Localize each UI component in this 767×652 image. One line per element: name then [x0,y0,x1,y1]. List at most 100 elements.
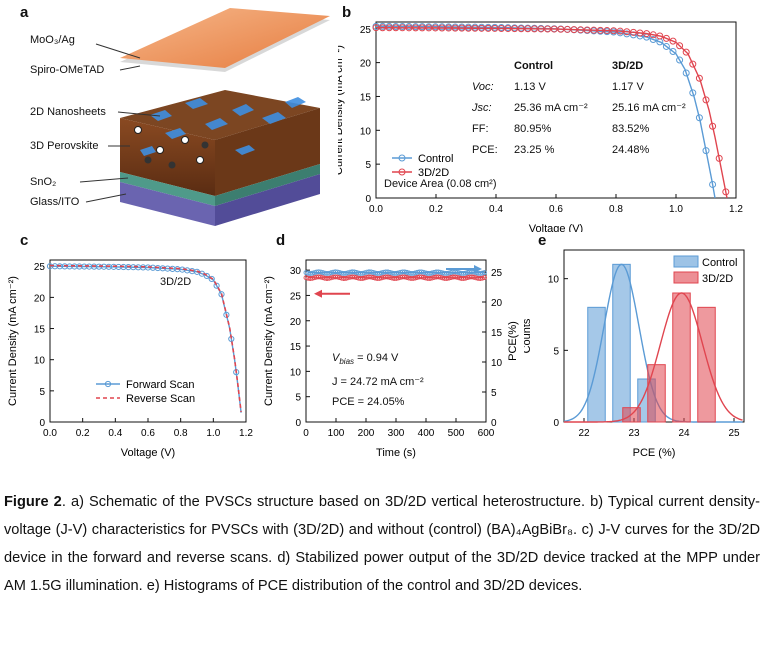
legend-label-1: 3D/2D [702,273,733,285]
y-tick-label: 5 [365,160,371,171]
data-point [351,269,357,275]
data-point [676,42,684,50]
data-point [491,24,499,32]
data-point [377,270,382,276]
data-point [530,25,538,33]
layer-label-nanosheets: 2D Nanosheets [30,106,106,118]
y-tick-label: 25 [360,25,372,36]
y2-tick-label: 20 [491,298,503,309]
data-point [583,26,591,34]
legend-label-0: Control [702,257,737,269]
data-point [689,60,697,68]
data-point [458,24,466,32]
d-vbias-symbol: V [332,352,340,364]
series-line-0 [375,25,716,199]
series-line-1 [375,27,728,199]
data-point [335,274,340,280]
y-tick-label: 10 [34,356,46,367]
data-point [454,269,460,275]
b-row-label: PCE: [472,144,498,156]
data-point [550,25,558,33]
y-tick-label: 15 [34,325,46,336]
data-point [471,24,479,32]
b-row-label: Voc: [472,81,494,93]
data-point [385,24,393,32]
data-point [213,282,220,289]
y-tick-label: 10 [360,126,372,137]
y-tick-label: 20 [360,59,372,70]
y2-tick-label: 0 [491,418,497,429]
data-point [649,31,657,39]
data-point [482,270,487,275]
x-tick-label: 22 [578,428,590,439]
data-point [326,270,332,276]
data-point [446,275,452,281]
data-point [722,188,730,196]
data-point [463,275,469,281]
y-axis-label: Current Density (mA cm⁻²) [263,276,275,406]
x-tick-label: 200 [358,428,375,439]
x-tick-label: 600 [478,428,495,439]
x-tick-label: 0.6 [549,204,563,215]
data-point [208,275,215,283]
histogram-bar-1 [672,292,691,423]
data-point [405,24,413,32]
figure-caption: Figure 2. a) Schematic of the PVSCs stru… [4,488,760,600]
y2-axis-label: PCE(%) [507,321,519,361]
x-tick-label: 0 [303,428,309,439]
data-point [326,275,332,281]
legend-marker-forward [104,380,112,388]
b-row-3d2d: 1.17 V [612,81,644,93]
d-vbias-value: = 0.94 V [354,352,399,364]
data-point [398,24,406,32]
data-point [715,154,723,162]
x-axis-label: PCE (%) [633,447,676,459]
y-tick-label: 25 [34,262,46,273]
data-point [368,274,374,280]
data-point [418,24,426,32]
data-point [318,269,324,275]
data-point [669,37,677,45]
fit-curve-1 [564,292,743,423]
c-inset-label: 3D/2D [160,276,192,288]
legend-label-1: 3D/2D [418,167,449,179]
data-point [544,25,552,33]
data-point [557,25,565,33]
x-tick-label: 100 [328,428,345,439]
data-point [392,24,400,32]
data-point [343,275,349,281]
data-point [709,180,717,188]
data-point [478,24,486,32]
data-point [695,114,703,122]
data-point [702,96,710,104]
data-point [438,24,446,32]
data-point [464,24,472,32]
panel-e-letter: e [538,232,547,249]
data-point [431,24,439,32]
b-row-control: 25.36 mA cm⁻² [514,102,588,114]
layer-label-perovskite: 3D Perovskite [30,140,99,152]
data-point [463,270,469,276]
panel-b-letter: b [342,4,352,21]
data-point [682,48,690,56]
legend-label-reverse: Reverse Scan [126,393,195,405]
histogram-bar-0 [612,263,631,423]
data-point [695,74,703,82]
y-tick-label: 5 [553,346,559,357]
data-point [649,35,657,43]
b-header-3d2d: 3D/2D [612,60,644,72]
x-tick-label: 25 [728,428,740,439]
b-header-control: Control [514,60,554,72]
x-tick-label: 1.2 [239,428,253,439]
legend-label-forward: Forward Scan [126,379,194,391]
reverse-scan-line [49,264,242,413]
data-point [709,122,717,130]
x-tick-label: 1.2 [729,204,743,215]
layer-label-sno2: SnO₂ [30,176,57,188]
data-point [479,275,485,281]
x-tick-label: 24 [678,428,690,439]
histogram-bar-1 [697,306,716,423]
data-point [662,34,670,42]
y-axis-label: Counts [524,318,533,353]
data-point [343,270,349,276]
